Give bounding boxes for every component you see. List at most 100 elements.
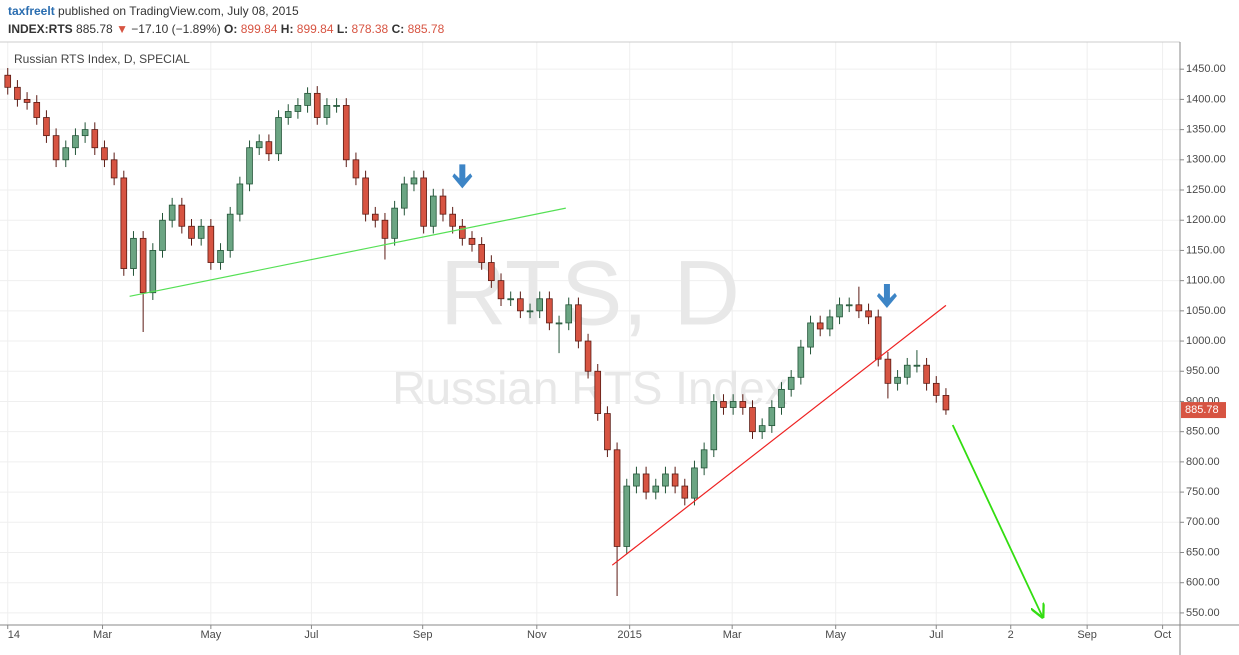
- candle-body: [178, 204, 186, 227]
- candle-body: [313, 92, 321, 118]
- x-tick-label: 14: [8, 629, 20, 641]
- candle-body: [816, 322, 824, 330]
- c-label: C:: [391, 22, 405, 36]
- candle-body: [729, 401, 737, 408]
- candle-body: [391, 207, 398, 239]
- candle-body: [787, 376, 795, 390]
- candle-body: [565, 304, 573, 324]
- candle-body: [459, 225, 466, 239]
- candle-body: [4, 74, 12, 88]
- candle-body: [517, 298, 524, 312]
- candle-body: [23, 98, 31, 103]
- y-tick-label: 1100.00: [1186, 275, 1225, 287]
- candle-body: [797, 346, 805, 378]
- candle-body: [52, 135, 60, 161]
- candle-body: [342, 105, 350, 161]
- candle-body: [903, 364, 911, 378]
- y-tick-label: 800.00: [1186, 456, 1220, 468]
- candle-body: [197, 225, 205, 239]
- candle-body: [265, 141, 273, 155]
- o: 899.84: [240, 22, 278, 36]
- candle-body: [778, 388, 785, 408]
- grid: [0, 42, 1180, 625]
- candle-body: [826, 316, 834, 330]
- l-label: L:: [336, 22, 349, 36]
- y-tick-label: 750.00: [1186, 486, 1220, 498]
- x-tick-label: May: [825, 629, 846, 641]
- candle-body: [284, 111, 292, 118]
- publish-line: taxfreelt published on TradingView.com, …: [8, 2, 444, 20]
- candle-body: [691, 467, 698, 499]
- chart-title: Russian RTS Index, D, SPECIAL: [14, 52, 190, 66]
- candle-body: [575, 304, 582, 342]
- candle-body: [188, 225, 195, 239]
- candle-body: [768, 407, 776, 427]
- y-tick-label: 700.00: [1186, 516, 1220, 528]
- candle-body: [584, 340, 592, 372]
- y-tick-label: 1350.00: [1186, 124, 1226, 136]
- candle-body: [439, 195, 447, 215]
- candle-body: [101, 147, 108, 161]
- candle-body: [139, 237, 147, 294]
- c: 885.78: [407, 22, 445, 36]
- y-tick-label: 1000.00: [1186, 335, 1226, 347]
- candle-body: [246, 147, 253, 185]
- candle-body: [468, 237, 476, 245]
- x-tick-label: 2: [1008, 629, 1014, 641]
- candle-body: [633, 473, 640, 487]
- candle-body: [942, 395, 950, 411]
- y-tick-label: 550.00: [1186, 607, 1220, 619]
- candle-body: [168, 204, 176, 221]
- down-marker: [876, 283, 897, 308]
- candle-body: [642, 473, 650, 493]
- price: 885.78: [76, 22, 113, 36]
- y-tick-label: 1400.00: [1186, 93, 1226, 105]
- candle-body: [294, 105, 302, 112]
- candle-body: [120, 177, 128, 269]
- candle-body: [546, 298, 553, 324]
- candle-body: [894, 376, 901, 384]
- x-tick-label: Sep: [1077, 629, 1097, 641]
- candle-body: [884, 358, 892, 384]
- candle-body: [110, 159, 118, 179]
- candle-body: [507, 298, 514, 301]
- plot: [4, 67, 1043, 617]
- candle-body: [555, 322, 563, 325]
- candle-body: [536, 298, 544, 312]
- candle-body: [226, 213, 234, 251]
- candle-body: [478, 243, 485, 263]
- candle-body: [430, 195, 437, 227]
- y-tick-label: 1150.00: [1186, 244, 1225, 256]
- candle-body: [207, 225, 215, 263]
- candle-body: [932, 382, 940, 396]
- h-label: H:: [280, 22, 294, 36]
- candle-body: [159, 219, 166, 251]
- user[interactable]: taxfreelt: [8, 4, 55, 18]
- watermark: RTS, D: [440, 242, 740, 344]
- candle-body: [497, 280, 505, 300]
- arrow: ▼: [116, 22, 128, 36]
- trend-line: [611, 304, 947, 566]
- candle-body: [720, 401, 727, 408]
- candle-body: [836, 304, 843, 318]
- candle-body: [594, 370, 602, 414]
- last-price-badge: [1181, 402, 1226, 419]
- candle-body: [362, 177, 369, 215]
- axes: 550.00 600.00 650.00 700.00 750.00 800.00 850.…: [7, 63, 1226, 641]
- x-tick-label: Oct: [1154, 629, 1171, 641]
- candle-body: [381, 219, 389, 239]
- candle-body: [613, 449, 621, 547]
- candle-body: [749, 407, 756, 433]
- candle-body: [739, 401, 747, 408]
- o-label: O:: [224, 22, 238, 36]
- y-tick-label: 1250.00: [1186, 184, 1226, 196]
- y-tick-label: 1050.00: [1186, 305, 1226, 317]
- candle-body: [400, 183, 408, 209]
- candle-body: [855, 304, 863, 312]
- y-tick-label: 950.00: [1186, 365, 1220, 377]
- l: 878.38: [351, 22, 389, 36]
- candle-body: [62, 147, 70, 161]
- candle-body: [72, 135, 79, 149]
